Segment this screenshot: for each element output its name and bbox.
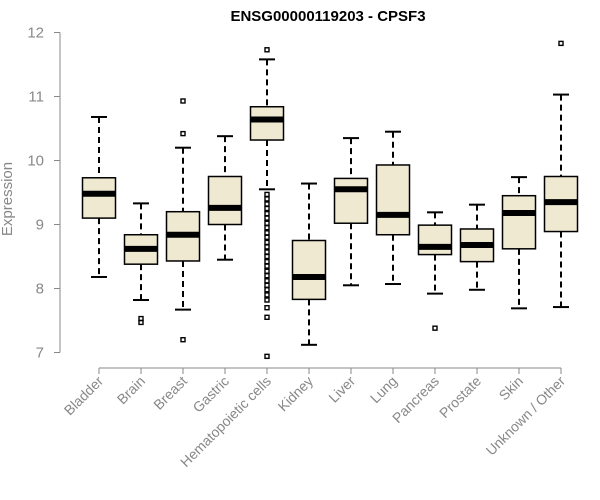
box-group — [543, 40, 579, 309]
box-group — [291, 182, 327, 346]
y-axis-label: Expression — [0, 162, 16, 236]
box-group — [123, 202, 159, 326]
y-tick-label: 12 — [27, 25, 44, 42]
x-tick-label: Unknown / Other — [483, 373, 569, 459]
outlier-point — [264, 292, 270, 298]
box-group — [207, 135, 243, 261]
iqr-box — [375, 164, 411, 236]
iqr-box — [291, 239, 327, 301]
outlier-point — [432, 325, 438, 331]
outlier-point — [264, 244, 270, 250]
x-tick-label: Kidney — [275, 373, 317, 415]
outlier-point — [264, 196, 270, 202]
iqr-box — [333, 177, 369, 224]
outlier-point — [264, 239, 270, 246]
outlier-point — [264, 47, 270, 53]
outlier-point — [264, 220, 270, 226]
outlier-point — [180, 337, 186, 343]
box-group — [375, 130, 411, 286]
y-tick-label: 7 — [36, 345, 44, 362]
outlier-point — [264, 253, 270, 260]
y-tick-label: 10 — [27, 153, 44, 170]
outlier-point — [558, 40, 564, 47]
x-tick-label: Liver — [325, 373, 358, 406]
box-group — [165, 98, 201, 343]
box-group — [417, 211, 453, 331]
iqr-box — [417, 224, 453, 256]
outlier-point — [264, 230, 270, 236]
x-tick-label: Skin — [496, 373, 527, 404]
outlier-point — [264, 353, 270, 360]
boxes — [81, 40, 579, 360]
box-group — [459, 203, 495, 291]
box-group — [501, 176, 537, 310]
outlier-point — [264, 287, 270, 293]
x-tick-label: Brain — [114, 373, 148, 407]
chart-title: ENSG00000119203 - CPSF3 — [230, 8, 425, 25]
y-tick-label: 11 — [28, 89, 44, 106]
outlier-point — [264, 305, 270, 311]
box-group — [81, 115, 117, 278]
outlier-point — [264, 273, 270, 279]
y-axis: 7 8 9 10 11 12 — [27, 25, 61, 362]
y-tick-label: 9 — [36, 217, 44, 234]
outlier-point — [264, 297, 270, 303]
outlier-point — [264, 234, 270, 241]
outlier-point — [264, 278, 270, 284]
x-tick-label: Breast — [150, 373, 190, 413]
outlier-point — [264, 314, 270, 320]
outlier-point — [264, 191, 270, 198]
outlier-point — [264, 258, 270, 265]
x-tick-label: Bladder — [61, 373, 107, 419]
iqr-box — [81, 177, 117, 219]
box-group — [249, 47, 285, 360]
outlier-point — [180, 130, 186, 137]
outlier-point — [264, 205, 270, 212]
iqr-box — [249, 105, 285, 141]
outlier-point — [264, 263, 270, 269]
box-group — [333, 137, 369, 287]
x-tick-label: Pancreas — [389, 373, 442, 426]
outlier-point — [264, 210, 270, 217]
x-tick-label: Prostate — [436, 373, 484, 421]
iqr-box — [207, 175, 243, 226]
outlier-point — [138, 315, 144, 322]
outlier-point — [264, 224, 270, 231]
outlier-point — [264, 215, 270, 221]
x-tick-label: Lung — [367, 373, 400, 406]
outlier-point — [264, 282, 270, 288]
outlier-point — [264, 268, 270, 274]
outlier-point — [264, 201, 270, 207]
iqr-box — [501, 194, 537, 250]
outlier-point — [264, 249, 270, 255]
y-tick-label: 8 — [36, 281, 44, 298]
outlier-point — [180, 98, 186, 104]
